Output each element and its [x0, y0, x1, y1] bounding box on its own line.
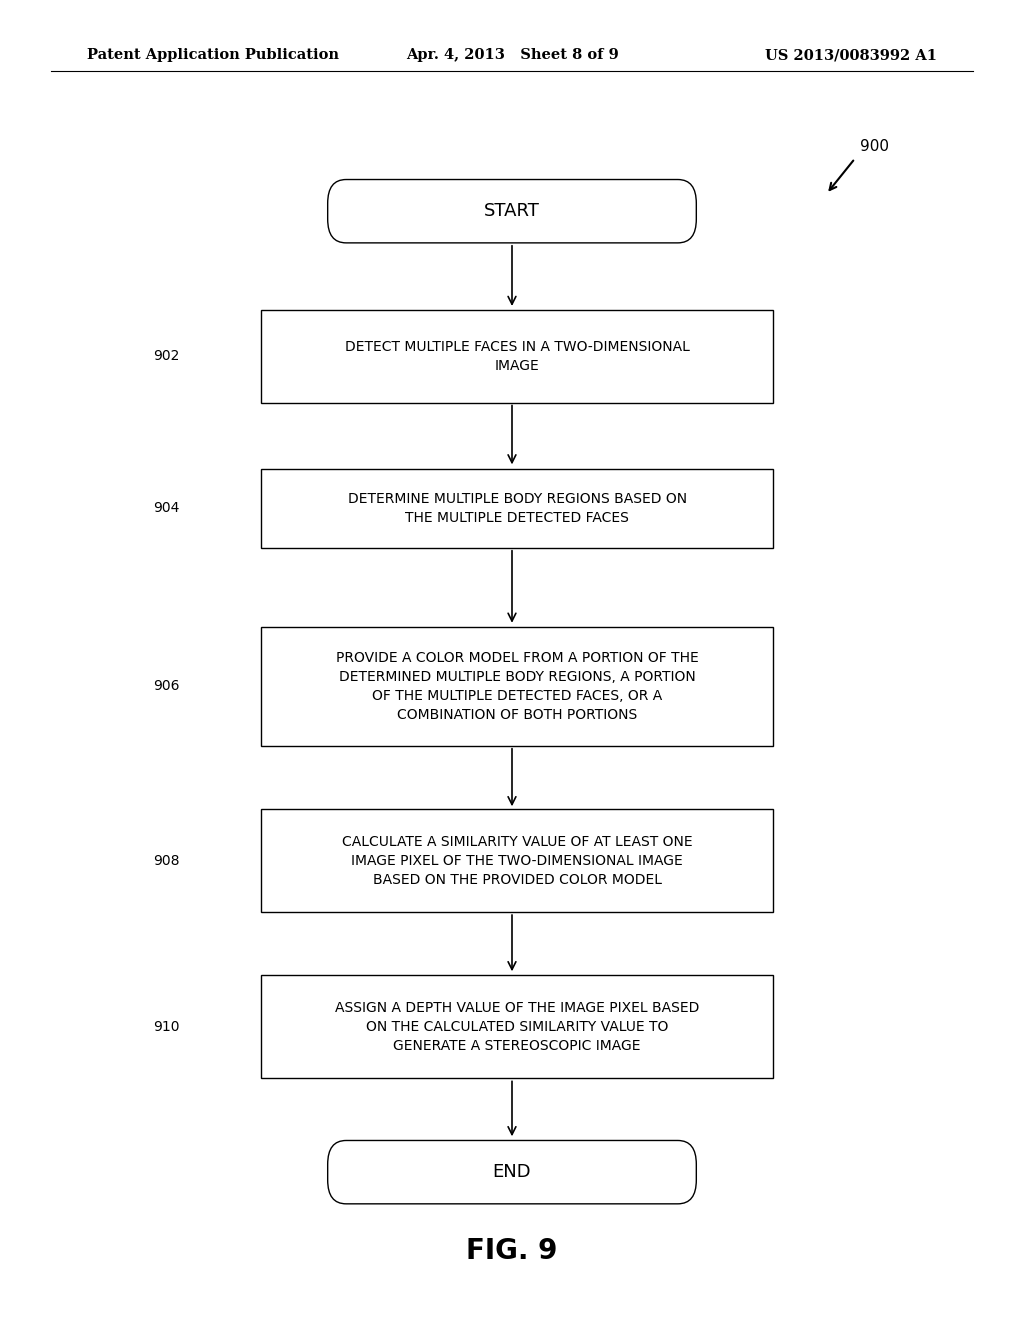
Text: Patent Application Publication: Patent Application Publication	[87, 49, 339, 62]
Bar	[261, 310, 773, 403]
Text: DETECT MULTIPLE FACES IN A TWO-DIMENSIONAL
IMAGE: DETECT MULTIPLE FACES IN A TWO-DIMENSION…	[345, 341, 689, 372]
Bar	[261, 627, 773, 746]
Bar	[261, 809, 773, 912]
Text: 902: 902	[153, 350, 179, 363]
Text: END: END	[493, 1163, 531, 1181]
Bar	[261, 469, 773, 548]
Text: 900: 900	[860, 140, 889, 154]
Text: 904: 904	[153, 502, 179, 515]
Text: CALCULATE A SIMILARITY VALUE OF AT LEAST ONE
IMAGE PIXEL OF THE TWO-DIMENSIONAL : CALCULATE A SIMILARITY VALUE OF AT LEAST…	[342, 834, 692, 887]
Text: US 2013/0083992 A1: US 2013/0083992 A1	[765, 49, 937, 62]
Text: PROVIDE A COLOR MODEL FROM A PORTION OF THE
DETERMINED MULTIPLE BODY REGIONS, A : PROVIDE A COLOR MODEL FROM A PORTION OF …	[336, 651, 698, 722]
Text: Apr. 4, 2013   Sheet 8 of 9: Apr. 4, 2013 Sheet 8 of 9	[406, 49, 618, 62]
Text: 906: 906	[153, 680, 179, 693]
FancyBboxPatch shape	[328, 180, 696, 243]
Text: 908: 908	[153, 854, 179, 867]
Text: 910: 910	[153, 1020, 179, 1034]
Text: DETERMINE MULTIPLE BODY REGIONS BASED ON
THE MULTIPLE DETECTED FACES: DETERMINE MULTIPLE BODY REGIONS BASED ON…	[347, 492, 687, 524]
Bar	[261, 975, 773, 1078]
Text: ASSIGN A DEPTH VALUE OF THE IMAGE PIXEL BASED
ON THE CALCULATED SIMILARITY VALUE: ASSIGN A DEPTH VALUE OF THE IMAGE PIXEL …	[335, 1001, 699, 1053]
Text: FIG. 9: FIG. 9	[466, 1237, 558, 1266]
Text: START: START	[484, 202, 540, 220]
FancyBboxPatch shape	[328, 1140, 696, 1204]
